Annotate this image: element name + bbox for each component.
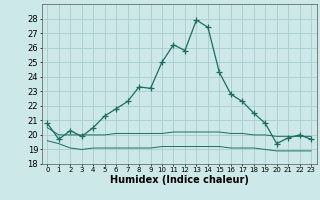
X-axis label: Humidex (Indice chaleur): Humidex (Indice chaleur) xyxy=(110,175,249,185)
